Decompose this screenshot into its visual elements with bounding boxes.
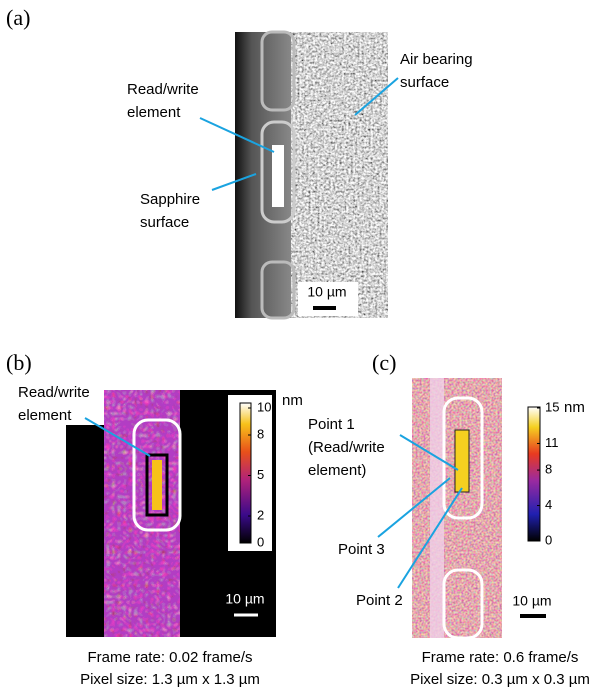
annotation: surface	[140, 214, 189, 231]
scale-bar-label: 10 µm	[225, 591, 264, 607]
annotation: Point 1	[308, 416, 355, 433]
figure: (a) 10 µm (b) nm 10 µm Frame rate: 0.02 …	[0, 0, 601, 688]
colorbar-tick-label: 10	[257, 399, 271, 414]
panel-label: (b)	[6, 350, 32, 375]
colorbar-tick-label: 15	[545, 399, 559, 414]
colorbar	[240, 403, 251, 543]
caption: Pixel size: 0.3 µm x 0.3 µm	[410, 671, 590, 688]
colorbar-tick-label: 5	[257, 467, 264, 482]
annotation: Sapphire	[140, 191, 200, 208]
annotation: Air bearing	[400, 51, 473, 68]
caption: Frame rate: 0.6 frame/s	[422, 649, 579, 666]
height-map	[412, 378, 502, 638]
sapphire-band	[430, 378, 444, 638]
colorbar-tick-label: 4	[545, 497, 552, 512]
colorbar-tick-label: 0	[257, 534, 264, 549]
panel-a: (a) 10 µm	[6, 5, 398, 318]
scale-bar-label: 10 µm	[512, 593, 551, 609]
colorbar-tick-label: 11	[545, 435, 559, 450]
element	[272, 145, 284, 207]
annotation: element)	[308, 462, 366, 479]
panel-label: (a)	[6, 5, 30, 30]
annotation: element	[127, 104, 181, 121]
colorbar-unit: nm	[564, 399, 585, 416]
annotation: surface	[400, 74, 449, 91]
element	[152, 460, 162, 510]
colorbar-unit: nm	[282, 392, 303, 409]
height-map	[104, 390, 180, 637]
annotation: (Read/write	[308, 439, 385, 456]
annotation: Read/write	[18, 384, 90, 401]
scale-bar-label: 10 µm	[307, 284, 346, 300]
colorbar	[528, 407, 540, 541]
annotation: Point 3	[338, 541, 385, 558]
colorbar-tick-label: 8	[257, 426, 264, 441]
caption: Pixel size: 1.3 µm x 1.3 µm	[80, 671, 260, 688]
annotation: element	[18, 407, 72, 424]
annotation: Read/write	[127, 81, 199, 98]
abs-image	[291, 32, 388, 318]
colorbar-tick-label: 8	[545, 462, 552, 477]
annotation: Point 2	[356, 592, 403, 609]
colorbar-tick-label: 2	[257, 507, 264, 522]
element	[455, 430, 469, 492]
panel-label: (c)	[372, 350, 396, 375]
caption: Frame rate: 0.02 frame/s	[87, 649, 252, 666]
colorbar-tick-label: 0	[545, 532, 552, 547]
